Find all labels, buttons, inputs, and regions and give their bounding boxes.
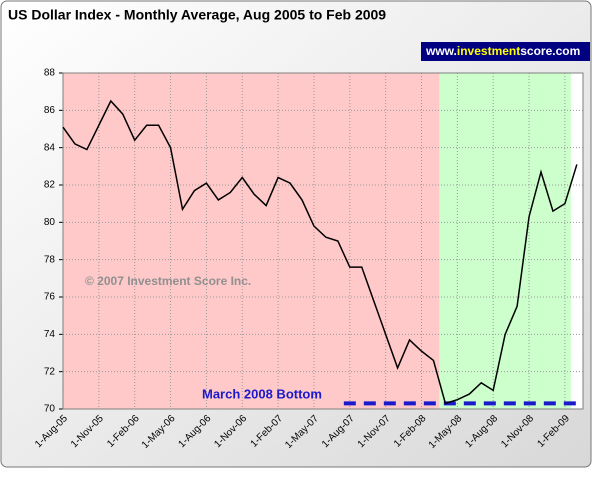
y-tick-label: 86	[44, 105, 56, 116]
chart-title: US Dollar Index - Monthly Average, Aug 2…	[8, 7, 386, 23]
y-tick-label: 82	[44, 180, 56, 191]
watermark: © 2007 Investment Score Inc.	[85, 274, 251, 288]
y-tick-label: 80	[44, 217, 56, 228]
banner-text: www.investmentscore.com	[425, 44, 580, 58]
y-tick-label: 70	[44, 404, 56, 415]
y-tick-label: 78	[44, 254, 56, 265]
y-tick-label: 72	[44, 366, 56, 377]
y-tick-label: 74	[44, 329, 56, 340]
annotation: March 2008 Bottom	[202, 386, 322, 401]
data-line	[62, 99, 578, 405]
y-tick-label: 76	[44, 292, 56, 303]
banner-part: score.com	[520, 44, 580, 58]
plot-border	[62, 72, 584, 410]
region	[63, 73, 440, 409]
region	[439, 73, 571, 409]
y-tick-label: 88	[44, 68, 56, 79]
banner-part: www.	[425, 44, 457, 58]
y-tick-label: 84	[44, 142, 56, 153]
banner-part: investment	[457, 44, 520, 58]
banner	[421, 42, 590, 61]
